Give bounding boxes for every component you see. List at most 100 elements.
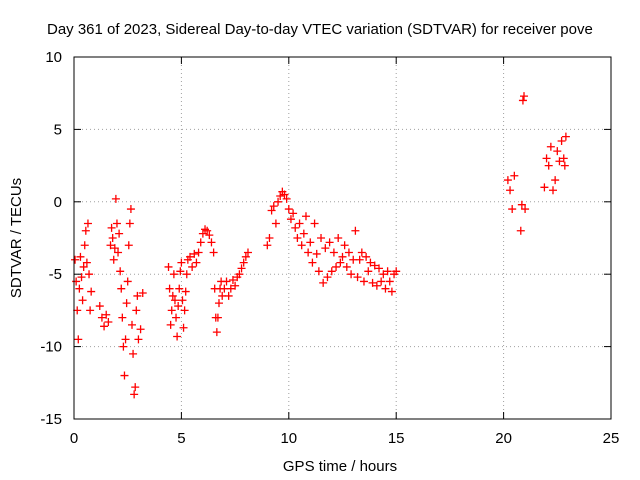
data-point: [282, 194, 291, 203]
data-point: [370, 261, 379, 270]
data-point: [314, 267, 323, 276]
data-point: [85, 270, 94, 279]
x-tick-label: 5: [177, 430, 185, 447]
data-point: [138, 289, 147, 298]
data-point: [97, 313, 106, 322]
data-point: [136, 325, 145, 334]
data-point: [194, 248, 203, 257]
data-point: [165, 284, 174, 293]
data-point: [102, 310, 111, 319]
data-point: [172, 313, 181, 322]
data-point: [167, 306, 176, 315]
data-point: [228, 275, 237, 284]
data-point: [241, 252, 250, 261]
data-point: [209, 248, 218, 257]
data-point: [72, 277, 81, 286]
data-point: [109, 255, 118, 264]
data-point: [134, 335, 143, 344]
data-point: [521, 205, 530, 214]
data-point: [560, 161, 569, 170]
data-point: [127, 320, 136, 329]
data-point: [517, 200, 526, 209]
data-point: [222, 277, 231, 286]
data-point: [319, 278, 328, 287]
data-point: [213, 313, 222, 322]
data-point: [385, 277, 394, 286]
data-point: [351, 226, 360, 235]
data-point: [271, 219, 280, 228]
data-point: [115, 229, 124, 238]
x-tick-label: 15: [388, 430, 405, 447]
data-point: [214, 299, 223, 308]
data-point: [334, 234, 343, 242]
data-point: [125, 219, 134, 228]
data-point: [383, 267, 392, 276]
data-point: [310, 219, 319, 228]
data-point: [312, 249, 321, 258]
data-point: [71, 255, 80, 264]
data-point: [132, 306, 141, 315]
data-point: [540, 183, 549, 192]
data-point: [304, 248, 313, 257]
data-point: [129, 349, 138, 358]
data-point: [82, 258, 91, 267]
data-point: [355, 255, 364, 264]
data-point: [118, 313, 127, 322]
data-point: [549, 186, 558, 195]
data-point: [178, 296, 187, 305]
data-point: [110, 244, 119, 253]
data-point: [170, 296, 179, 305]
data-point: [243, 248, 252, 257]
data-point: [111, 194, 120, 203]
data-point: [323, 273, 332, 282]
data-point: [106, 241, 115, 250]
data-point: [173, 332, 182, 341]
y-tick-label: -15: [40, 411, 62, 428]
data-point: [503, 176, 512, 185]
data-point: [293, 234, 302, 242]
data-point: [291, 223, 300, 232]
data-point: [182, 270, 191, 279]
data-point: [104, 317, 113, 326]
y-tick-label: 5: [54, 121, 62, 138]
data-point: [559, 154, 568, 163]
plot-border: [73, 56, 612, 420]
data-point: [121, 335, 130, 344]
data-point: [87, 287, 96, 296]
data-point: [544, 161, 553, 170]
data-point: [119, 342, 128, 351]
data-point: [235, 270, 244, 279]
data-point: [280, 190, 289, 199]
y-tick-label: 10: [45, 49, 62, 66]
data-point: [561, 132, 570, 141]
data-point: [336, 258, 345, 267]
y-tick-label: -10: [40, 339, 62, 356]
data-point: [168, 291, 177, 300]
data-point: [77, 273, 86, 282]
data-point: [192, 258, 201, 267]
x-tick-label: 10: [280, 430, 297, 447]
data-point: [353, 273, 362, 282]
data-point: [177, 258, 186, 267]
data-point: [392, 267, 401, 276]
data-point: [74, 335, 83, 344]
data-point: [166, 320, 175, 329]
data-point: [379, 270, 388, 279]
data-point: [180, 306, 189, 315]
data-point: [557, 136, 566, 145]
data-point: [269, 202, 278, 211]
data-point: [284, 205, 293, 214]
data-point: [179, 323, 188, 332]
data-point: [555, 157, 564, 166]
data-point: [207, 238, 216, 247]
data-point: [364, 267, 373, 276]
chart-title: Day 361 of 2023, Sidereal Day-to-day VTE…: [47, 21, 593, 38]
data-point: [130, 390, 139, 399]
data-point: [546, 142, 555, 151]
data-point: [542, 154, 551, 163]
data-point: [317, 234, 326, 242]
data-point: [131, 383, 140, 392]
data-point: [239, 258, 248, 267]
data-point: [181, 287, 190, 296]
data-point: [357, 248, 366, 257]
